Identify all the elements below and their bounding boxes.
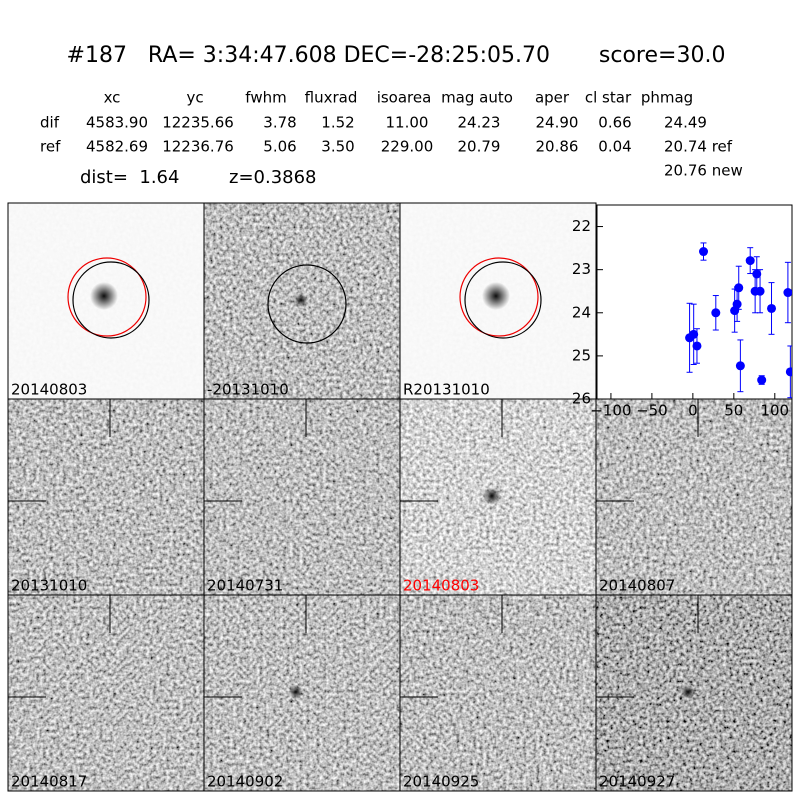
point xyxy=(734,283,744,293)
cell: 12235.66 xyxy=(162,114,234,132)
stamp-label: 20140817 xyxy=(11,773,87,791)
cell: 20.74 ref xyxy=(664,138,733,156)
cell: 3.78 xyxy=(263,114,296,132)
point xyxy=(785,367,792,377)
point xyxy=(732,299,742,309)
stamp-image xyxy=(204,399,400,595)
dist: dist= 1.64 xyxy=(80,167,179,188)
point xyxy=(692,341,702,351)
point xyxy=(689,329,699,339)
cell: 24.23 xyxy=(458,114,501,132)
row-label: dif xyxy=(40,114,60,132)
column-header: aper xyxy=(535,89,570,107)
point xyxy=(757,375,767,385)
stamp-image xyxy=(8,595,204,791)
column-header: fluxrad xyxy=(305,89,358,107)
source-blob xyxy=(483,487,501,505)
cell: 12236.76 xyxy=(162,138,234,156)
data-points xyxy=(685,242,792,399)
point xyxy=(755,286,765,296)
stamp-image xyxy=(596,399,792,595)
x-tick-label: 0 xyxy=(688,402,698,420)
y-tick-label: 26 xyxy=(572,390,591,408)
y-tick-label: 25 xyxy=(572,346,591,364)
x-tick-label: −50 xyxy=(636,402,668,420)
cell: 24.49 xyxy=(664,114,707,132)
x-tick-label: 100 xyxy=(760,402,789,420)
cell: 3.50 xyxy=(321,138,354,156)
point xyxy=(699,247,709,257)
y-tick-label: 23 xyxy=(572,260,591,278)
cell: 0.04 xyxy=(598,138,631,156)
cell: 4582.69 xyxy=(86,138,148,156)
point xyxy=(711,308,721,318)
title: #187 RA= 3:34:47.608 DEC=-28:25:05.70 sc… xyxy=(67,43,726,68)
aperture-black xyxy=(72,261,150,339)
y-tick-label: 24 xyxy=(572,303,591,321)
aperture-red xyxy=(459,257,539,337)
cell: 11.00 xyxy=(386,114,429,132)
cell: 0.66 xyxy=(598,114,631,132)
aperture-red xyxy=(67,257,147,337)
cell: 1.52 xyxy=(321,114,354,132)
point xyxy=(783,288,792,298)
aperture-black xyxy=(267,264,347,344)
phmag-new: 20.76 new xyxy=(664,162,743,180)
column-header: cl star xyxy=(585,89,632,107)
y-tick-label: 22 xyxy=(572,217,591,235)
row-label: ref xyxy=(40,138,61,156)
stamp-label: R20131010 xyxy=(403,381,490,399)
stamp-label: 20131010 xyxy=(11,577,87,595)
cell: 20.79 xyxy=(458,138,501,156)
point xyxy=(745,256,755,266)
x-tick-label: 50 xyxy=(724,402,743,420)
column-header: mag auto xyxy=(441,89,513,107)
stamp-image xyxy=(400,595,596,791)
aperture-black xyxy=(464,261,542,339)
point xyxy=(735,361,745,371)
plot-area xyxy=(596,204,793,400)
stamp-label: 20140902 xyxy=(207,773,283,791)
stamp-label: 20140925 xyxy=(403,773,479,791)
source-blob xyxy=(289,685,303,699)
stamp-label: 20140927 xyxy=(599,773,675,791)
stamp-frame xyxy=(595,594,793,792)
stamp-label: 20140803 xyxy=(403,577,479,595)
column-header: xc xyxy=(104,89,121,107)
stamp-image xyxy=(8,399,204,595)
redshift: z=0.3868 xyxy=(229,167,317,188)
column-header: isoarea xyxy=(377,89,432,107)
stamp-label: -20131010 xyxy=(207,381,289,399)
cell: 229.00 xyxy=(381,138,434,156)
column-header: fwhm xyxy=(245,89,286,107)
source-blob xyxy=(681,685,695,699)
source-blob xyxy=(482,282,510,310)
cell: 24.90 xyxy=(536,114,579,132)
stamp-label: 20140807 xyxy=(599,577,675,595)
stamp-label: 20140803 xyxy=(11,381,87,399)
source-blob xyxy=(294,293,308,307)
x-tick-label: −100 xyxy=(590,402,631,420)
source-blob xyxy=(90,282,118,310)
cell: 4583.90 xyxy=(86,114,148,132)
column-header: phmag xyxy=(641,89,693,107)
cell: 20.86 xyxy=(536,138,579,156)
point xyxy=(752,269,762,279)
point xyxy=(767,303,777,313)
column-header: yc xyxy=(186,89,203,107)
cell: 5.06 xyxy=(263,138,296,156)
stamp-label: 20140731 xyxy=(207,577,283,595)
